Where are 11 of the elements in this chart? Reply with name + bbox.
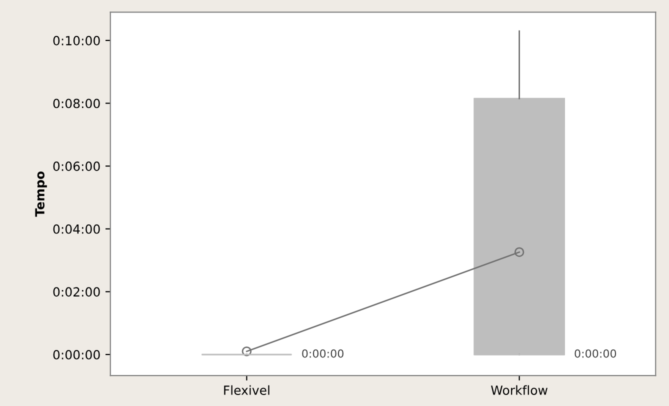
annotation: 0:00:00 xyxy=(302,349,344,358)
y-tick-label: 0:04:00 xyxy=(53,224,100,234)
x-tick-label: Flexivel xyxy=(224,385,270,395)
annotation: 0:00:00 xyxy=(574,349,616,358)
y-tick-label: 0:08:00 xyxy=(53,98,100,108)
x-tick-label: Workflow xyxy=(491,385,548,395)
y-axis-title: Tempo xyxy=(35,171,47,217)
y-tick-label: 0:00:00 xyxy=(53,350,100,360)
y-tick-label: 0:02:00 xyxy=(53,287,100,297)
y-tick-label: 0:06:00 xyxy=(53,162,100,171)
y-tick-label: 0:10:00 xyxy=(53,36,100,46)
